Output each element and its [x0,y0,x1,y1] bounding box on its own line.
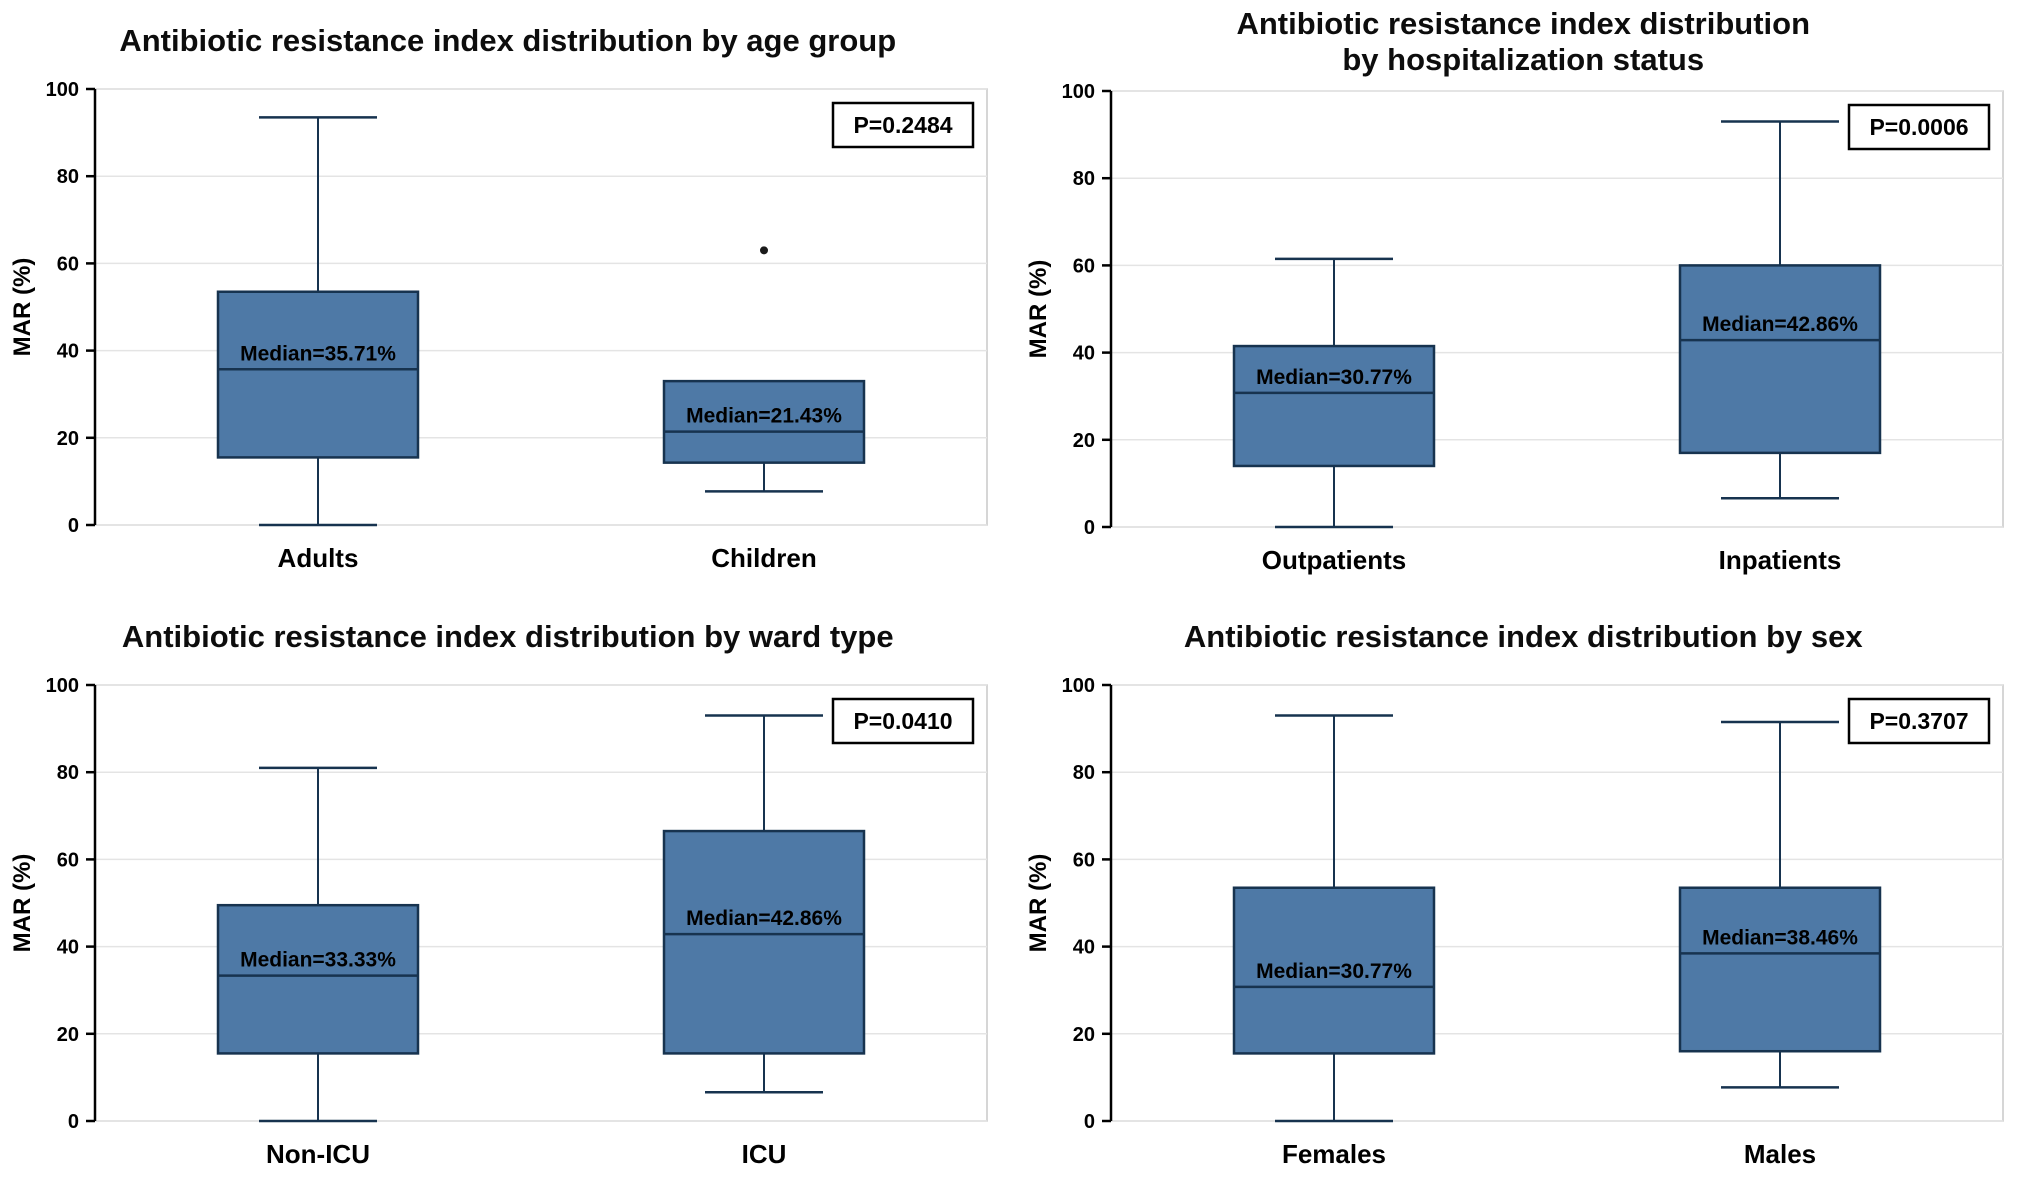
category-label: Outpatients [1261,545,1405,575]
chart-age-group: Antibiotic resistance index distribution… [0,0,1016,596]
median-label: Median=30.77% [1256,366,1412,389]
y-tick-label: 0 [1083,517,1094,539]
category-label: Adults [278,543,359,573]
y-tick-label: 100 [46,675,79,697]
boxplot-icu: Median=42.86% [662,714,866,1094]
y-tick-label: 60 [1072,256,1094,278]
boxplot-svg: 0 20 40 60 80 100 MAR (%) Median=30.77% Females M… [1025,675,2004,1169]
category-label: Males [1743,1139,1815,1169]
chart-ward-type: Antibiotic resistance index distribution… [0,596,1016,1192]
iqr-box [662,379,866,464]
y-tick-label: 100 [1061,81,1094,103]
boxplot-outpatients: Median=30.77% [1232,257,1435,529]
y-axis-title: MAR (%) [9,258,36,357]
y-tick-label: 20 [1072,1024,1094,1046]
chart-title-age-group: Antibiotic resistance index distribution… [119,22,897,58]
chart-title-ward-type: Antibiotic resistance index distribution… [121,618,894,654]
y-tick-label: 20 [57,428,79,450]
plot-sex: 0 20 40 60 80 100 MAR (%) Median=30.77% Females M… [1016,671,2031,1192]
plot-age-group: 0 20 40 60 80 100 MAR (%) Median=35.71% Adults Me… [0,75,1016,596]
p-value-label: P=0.3707 [1869,708,1968,734]
y-tick-label: 40 [1072,937,1094,959]
median-label: Median=42.86% [686,907,842,930]
category-label: Non-ICU [266,1139,370,1169]
boxplot-non-icu: Median=33.33% [216,766,420,1123]
y-axis-title: MAR (%) [1025,854,1052,953]
y-tick-label: 20 [57,1024,79,1046]
category-label: Females [1281,1139,1385,1169]
y-tick-label: 20 [1072,430,1094,452]
iqr-box [1232,345,1435,468]
p-value-box [831,101,975,149]
iqr-box [1232,886,1435,1055]
chart-hospitalization-status: Antibiotic resistance index distribution… [1016,0,2031,596]
y-tick-label: 0 [1083,1111,1094,1133]
plot-hospitalization-status: 0 20 40 60 80 100 MAR (%) Median=30.77% Outpatie… [1016,77,2031,596]
boxplot-children: Median=21.43% [662,246,866,493]
y-tick-label: 40 [1072,343,1094,365]
iqr-box [662,829,866,1055]
y-tick-label: 100 [46,79,79,101]
outlier-point [760,246,768,255]
y-tick-label: 60 [57,253,79,275]
p-value-label: P=0.0006 [1869,114,1968,140]
y-tick-label: 80 [1072,762,1094,784]
boxplot-inpatients: Median=42.86% [1678,120,1881,500]
iqr-box [1678,886,1881,1053]
median-label: Median=38.46% [1702,926,1858,949]
y-axis-title: MAR (%) [9,854,36,953]
iqr-box [216,903,420,1055]
plot-ward-type: 0 20 40 60 80 100 MAR (%) Median=33.33% Non-ICU M… [0,671,1016,1192]
y-tick-label: 80 [57,762,79,784]
p-value-label: P=0.2484 [853,112,952,138]
y-tick-label: 60 [57,849,79,871]
category-label: Children [711,543,816,573]
boxplot-males: Median=38.46% [1678,720,1881,1089]
y-tick-label: 80 [57,166,79,188]
y-tick-label: 80 [1072,168,1094,190]
iqr-box [216,290,420,459]
iqr-box [1678,264,1881,455]
y-tick-label: 0 [68,515,79,537]
median-label: Median=35.71% [240,342,396,365]
chart-sex: Antibiotic resistance index distribution… [1016,596,2031,1192]
y-tick-label: 40 [57,341,79,363]
p-value-label: P=0.0410 [853,708,952,734]
boxplot-females: Median=30.77% [1232,714,1435,1123]
boxplot-svg: 0 20 40 60 80 100 MAR (%) Median=35.71% Adults Me… [9,79,988,573]
p-value-box [831,697,975,745]
p-value-box [1847,697,1990,745]
chart-title-hospitalization-status: Antibiotic resistance index distribution… [1236,6,1811,77]
p-value-box [1847,104,1990,151]
median-label: Median=42.86% [1702,313,1858,336]
boxplot-svg: 0 20 40 60 80 100 MAR (%) Median=33.33% Non-ICU M… [9,675,988,1169]
y-tick-label: 0 [68,1111,79,1133]
y-tick-label: 60 [1072,849,1094,871]
boxplot-svg: 0 20 40 60 80 100 MAR (%) Median=30.77% Outpatie… [1025,81,2004,575]
median-label: Median=33.33% [240,949,396,972]
y-axis-title: MAR (%) [1025,260,1052,359]
median-label: Median=21.43% [686,405,842,428]
y-tick-label: 100 [1061,675,1094,697]
category-label: Inpatients [1718,545,1841,575]
median-label: Median=30.77% [1256,960,1412,983]
category-label: ICU [742,1139,787,1169]
chart-title-sex: Antibiotic resistance index distribution… [1183,618,1863,654]
y-tick-label: 40 [57,937,79,959]
boxplot-adults: Median=35.71% [216,116,420,527]
